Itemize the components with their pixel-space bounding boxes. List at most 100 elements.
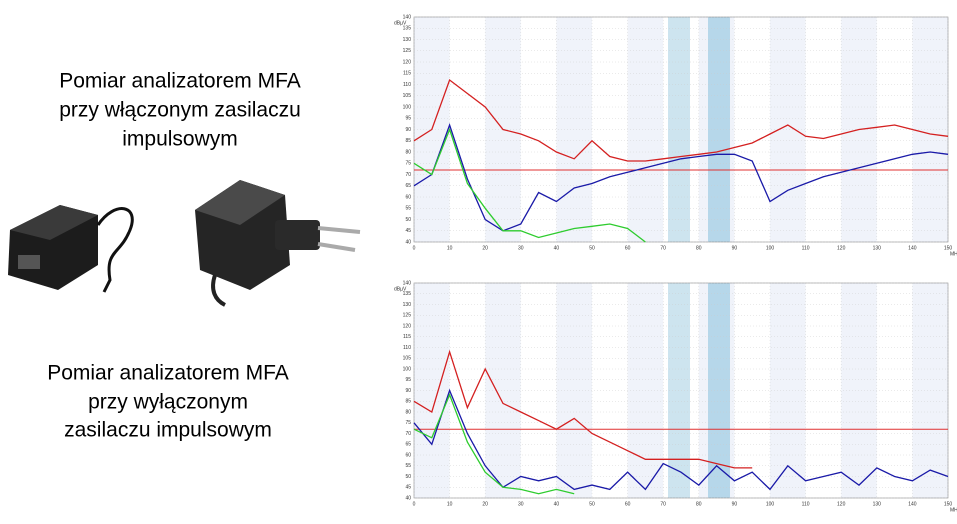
caption: zasilaczu impulsowym: [64, 419, 272, 442]
band-shade: [556, 17, 592, 242]
band-shade: [770, 17, 806, 242]
series-line: [413, 127, 646, 243]
power-brick-photo: [8, 205, 134, 293]
x-tick-label: 30: [518, 245, 524, 251]
y-tick-label: 120: [403, 323, 412, 329]
x-tick-label: 130: [873, 501, 882, 507]
x-tick-label: 70: [660, 245, 666, 251]
y-tick-label: 110: [403, 82, 411, 88]
y-tick-label: 85: [405, 399, 411, 405]
y-tick-label: 45: [405, 485, 411, 491]
y-tick-label: 85: [405, 138, 411, 144]
y-tick-label: 40: [405, 495, 411, 501]
x-tick-label: 50: [589, 501, 595, 507]
y-tick-label: 130: [403, 37, 412, 43]
y-tick-label: 80: [405, 409, 411, 415]
x-tick-label: 100: [766, 245, 775, 251]
x-tick-label: 120: [837, 245, 846, 251]
y-tick-label: 60: [405, 194, 411, 200]
y-tick-label: 65: [405, 183, 411, 189]
y-tick-label: 45: [405, 228, 411, 234]
y-tick-label: 140: [403, 280, 412, 286]
band-shade: [770, 283, 806, 498]
x-tick-label: 0: [413, 501, 416, 507]
y-tick-label: 50: [405, 474, 411, 480]
x-tick-label: 50: [589, 245, 595, 251]
x-tick-label: 20: [482, 245, 488, 251]
y-tick-label: 40: [405, 239, 411, 245]
x-tick-label: 100: [766, 501, 775, 507]
y-tick-label: 100: [403, 366, 412, 372]
y-tick-label: 75: [405, 420, 411, 426]
y-tick-label: 95: [405, 116, 411, 122]
band-shade: [485, 283, 521, 498]
x-tick-label: 140: [908, 245, 917, 251]
y-tick-label: 105: [403, 93, 412, 99]
chart-lines: 4045505560657075808590951001051101151201…: [394, 14, 957, 257]
y-tick-label: 50: [405, 217, 411, 223]
wall-adapter-photo: [195, 180, 361, 307]
y-tick-label: 75: [405, 161, 411, 167]
y-tick-label: 65: [405, 442, 411, 448]
caption: Pomiar analizatorem MFA: [59, 70, 301, 93]
y-tick-label: 115: [403, 334, 411, 340]
x-axis-label: MHz: [950, 507, 957, 513]
x-tick-label: 80: [696, 501, 702, 507]
x-tick-label: 10: [447, 501, 453, 507]
y-tick-label: 135: [403, 291, 412, 297]
band-shade: [414, 283, 450, 498]
y-tick-label: 125: [403, 48, 412, 54]
x-tick-label: 140: [908, 501, 917, 507]
x-tick-label: 150: [944, 501, 953, 507]
x-tick-label: 10: [447, 245, 453, 251]
x-tick-label: 0: [413, 245, 416, 251]
y-tick-label: 110: [403, 345, 411, 351]
band-shade: [556, 283, 592, 498]
y-axis-label: dBµV: [394, 286, 407, 292]
x-tick-label: 60: [625, 245, 631, 251]
caption: przy włączonym zasilaczu: [59, 99, 301, 122]
x-tick-label: 60: [625, 501, 631, 507]
x-tick-label: 90: [732, 501, 738, 507]
series-line: [413, 393, 575, 495]
x-tick-label: 40: [554, 245, 560, 251]
x-tick-label: 110: [802, 501, 810, 507]
x-tick-label: 80: [696, 245, 702, 251]
y-tick-label: 80: [405, 149, 411, 155]
y-tick-label: 70: [405, 172, 411, 178]
y-tick-label: 140: [403, 14, 412, 20]
chart-lines: 4045505560657075808590951001051101151201…: [394, 280, 957, 513]
y-tick-label: 100: [403, 104, 412, 110]
x-tick-label: 20: [482, 501, 488, 507]
x-tick-label: 40: [554, 501, 560, 507]
y-tick-label: 105: [403, 356, 412, 362]
caption: przy wyłączonym: [88, 391, 248, 414]
y-tick-label: 55: [405, 463, 411, 469]
y-tick-label: 90: [405, 388, 411, 394]
y-axis-label: dBµV: [394, 20, 407, 26]
x-tick-label: 130: [873, 245, 882, 251]
y-tick-label: 135: [403, 26, 412, 32]
caption: Pomiar analizatorem MFA: [47, 362, 289, 385]
y-tick-label: 120: [403, 59, 412, 65]
series-line: [413, 349, 753, 469]
y-tick-label: 70: [405, 431, 411, 437]
y-tick-label: 55: [405, 206, 411, 212]
y-tick-label: 95: [405, 377, 411, 383]
y-tick-label: 90: [405, 127, 411, 133]
x-tick-label: 150: [944, 245, 953, 251]
x-tick-label: 70: [660, 501, 666, 507]
series-line: [413, 78, 949, 162]
x-tick-label: 90: [732, 245, 738, 251]
x-tick-label: 110: [802, 245, 810, 251]
x-axis-label: MHz: [950, 251, 957, 257]
caption: impulsowym: [122, 128, 238, 151]
y-tick-label: 115: [403, 71, 411, 77]
y-tick-label: 60: [405, 452, 411, 458]
y-tick-label: 130: [403, 302, 412, 308]
y-tick-label: 125: [403, 313, 412, 319]
x-tick-label: 120: [837, 501, 846, 507]
x-tick-label: 30: [518, 501, 524, 507]
